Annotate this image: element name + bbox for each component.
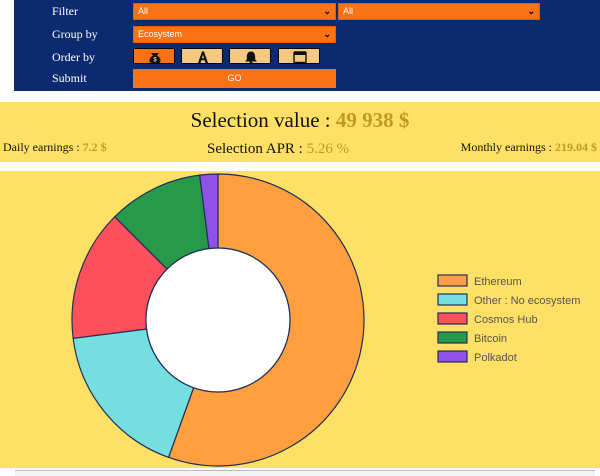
legend-swatch[interactable]	[437, 312, 468, 325]
selection-value-line: Selection value : 49 938 $	[0, 108, 600, 133]
daily-earnings: Daily earnings : 7.2 $	[3, 140, 107, 155]
legend-label[interactable]: Other : No ecosystem	[474, 295, 580, 307]
filter-form: Filter Group by Order by Submit All ⌄ Al…	[14, 0, 600, 91]
chevron-down-icon: ⌄	[527, 6, 535, 16]
monthly-earnings-label: Monthly earnings :	[460, 140, 555, 154]
selection-value-label: Selection value :	[190, 108, 336, 132]
group-by-select-value: Ecosystem	[138, 29, 183, 39]
legend-label[interactable]: Bitcoin	[474, 333, 507, 345]
legend-swatch[interactable]	[437, 350, 468, 363]
selection-apr-value: 5.26 %	[306, 141, 350, 157]
filter-select-primary-value: All	[138, 6, 149, 16]
chevron-down-icon: ⌄	[323, 6, 331, 16]
monthly-earnings: Monthly earnings : 219.04 $	[461, 140, 597, 155]
order-by-date-button[interactable]	[278, 48, 320, 64]
legend-label[interactable]: Ethereum	[474, 276, 522, 288]
legend-swatch[interactable]	[437, 331, 468, 344]
money-bag-icon: $	[149, 53, 161, 64]
bell-icon	[245, 51, 257, 65]
legend-label[interactable]: Polkadot	[474, 352, 517, 364]
selection-value-amount: 49 938 $	[335, 108, 410, 132]
daily-earnings-label: Daily earnings :	[3, 140, 83, 154]
legend-label[interactable]: Cosmos Hub	[474, 314, 538, 326]
group-by-select[interactable]: Ecosystem ⌄	[133, 26, 336, 43]
selection-apr-label: Selection APR :	[207, 141, 307, 157]
legend-swatch[interactable]	[437, 274, 468, 287]
submit-label: Submit	[52, 71, 87, 85]
filter-select-secondary[interactable]: All ⌄	[338, 3, 540, 20]
daily-earnings-value: 7.2 $	[82, 140, 107, 154]
order-by-value-button[interactable]: $	[133, 48, 175, 64]
order-by-label: Order by	[52, 50, 95, 64]
doughnut-chart: Ethereum Other : No ecosystem Cosmos Hub Bi…	[71, 173, 580, 467]
legend-swatch[interactable]	[437, 293, 468, 306]
chevron-down-icon: ⌄	[323, 29, 331, 39]
filter-label: Filter	[52, 4, 78, 18]
letter-a-icon	[198, 51, 208, 63]
group-by-label: Group by	[52, 27, 98, 41]
order-by-name-button[interactable]	[181, 48, 223, 64]
order-by-alert-button[interactable]	[229, 48, 271, 65]
go-button[interactable]: GO	[133, 69, 336, 88]
svg-text:$: $	[153, 58, 157, 64]
calendar-icon	[293, 51, 307, 64]
selection-apr: Selection APR : 5.26 %	[207, 141, 349, 158]
filter-select-secondary-value: All	[343, 6, 354, 16]
bottom-divider	[15, 470, 595, 476]
monthly-earnings-value: 219.04 $	[555, 140, 597, 154]
selection-summary: Selection value : 49 938 $ Daily earning…	[0, 102, 600, 162]
doughnut-hole	[145, 247, 291, 393]
filter-select-primary[interactable]: All ⌄	[133, 3, 336, 20]
ecosystem-chart: Ethereum Other : No ecosystem Cosmos Hub Bi…	[0, 171, 600, 468]
